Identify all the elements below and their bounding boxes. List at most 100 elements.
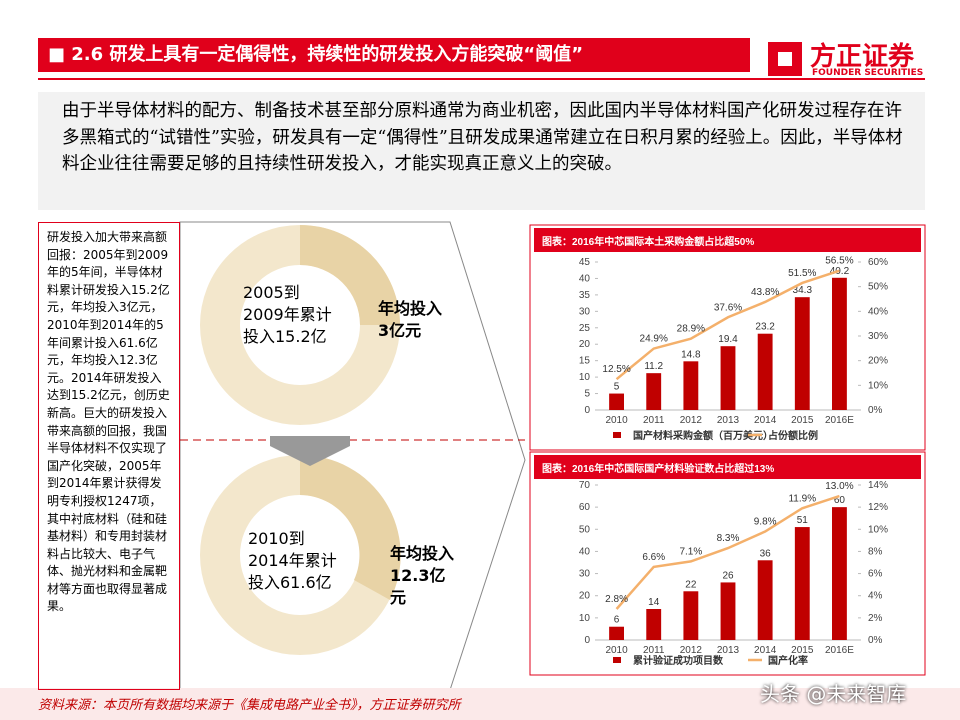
- bar-label: 23.2: [755, 322, 775, 333]
- y-tick-label: 10: [579, 613, 591, 624]
- intro: 由于半导体材料的配方、制备技术甚至部分原料通常为商业机密，因此国内半导体材料国产…: [38, 92, 925, 210]
- x-tick-label: 2015: [791, 645, 814, 656]
- y-tick-label: 40: [579, 273, 591, 284]
- bar: [720, 582, 736, 640]
- bar: [757, 560, 773, 640]
- title: ■ 2.6 研发上具有一定偶得性，持续性的研发投入方能突破“阈值”: [38, 38, 750, 72]
- donut-wedge: [300, 454, 401, 600]
- bar: [794, 297, 810, 410]
- x-tick-label: 2016E: [825, 415, 854, 426]
- y-tick-label: 50: [579, 524, 591, 535]
- y-tick-label: 45: [579, 257, 591, 268]
- y2-tick-label: 12%: [868, 502, 888, 513]
- x-tick-label: 2011: [643, 415, 665, 426]
- line-label: 56.5%: [825, 256, 853, 267]
- y-tick-label: 40: [579, 546, 591, 557]
- bar: [757, 333, 773, 410]
- line-label: 12.5%: [602, 364, 630, 375]
- line-label: 6.6%: [642, 552, 665, 563]
- y2-tick-label: 30%: [868, 331, 888, 342]
- y-tick-label: 60: [579, 502, 591, 513]
- period-text: 2005到2009年累计投入15.2亿: [243, 283, 332, 346]
- bar-label: 6: [614, 615, 620, 626]
- y2-tick-label: 0%: [868, 635, 883, 646]
- logo-mark: [778, 52, 792, 66]
- y-tick-label: 15: [579, 356, 591, 367]
- line: [615, 269, 840, 381]
- bar-label: 19.4: [718, 334, 738, 345]
- bar: [609, 626, 624, 640]
- line-label: 7.1%: [679, 546, 702, 557]
- bar-label: 26: [722, 570, 734, 581]
- annual-text: 年均投入3亿元: [378, 299, 443, 340]
- y2-tick-label: 2%: [868, 613, 883, 624]
- bar: [683, 361, 699, 410]
- y2-tick-label: 8%: [868, 546, 883, 557]
- legend-label: 占份额比例: [768, 429, 818, 442]
- y-tick-label: 30: [579, 569, 591, 580]
- annual-text: 年均投入12.3亿元: [390, 544, 455, 607]
- bar-label: 60: [834, 495, 846, 506]
- x-tick-label: 2012: [680, 415, 703, 426]
- bar-label: 36: [760, 548, 772, 559]
- y-tick-label: 35: [579, 290, 591, 301]
- y2-tick-label: 60%: [868, 257, 888, 268]
- x-tick-label: 2012: [680, 645, 703, 656]
- bar: [646, 609, 662, 640]
- x-tick-label: 2015: [791, 415, 814, 426]
- y-tick-label: 5: [584, 389, 590, 400]
- footer-band: [0, 688, 960, 720]
- y2-tick-label: 10%: [868, 380, 888, 391]
- bar-label: 5: [614, 382, 620, 393]
- bar: [683, 591, 699, 640]
- logo-en: FOUNDER SECURITIES: [812, 68, 924, 78]
- y2-tick-label: 14%: [868, 480, 888, 491]
- bar: [832, 507, 847, 640]
- source: 资料来源：本页所有数据均来源于《集成电路产业全书》，方正证券研究所: [38, 698, 461, 713]
- bar: [646, 373, 662, 410]
- y2-tick-label: 50%: [868, 282, 888, 293]
- bar: [794, 527, 810, 640]
- funnel: [179, 221, 526, 691]
- y-tick-label: 25: [579, 323, 591, 334]
- line-label: 13.0%: [825, 481, 853, 492]
- bar-label: 14: [648, 597, 660, 608]
- y-tick-label: 70: [579, 480, 591, 491]
- sidebar: 研发投入加大带来高额回报：2005年到2009年的5年间，半导体材料累计研发投入…: [38, 222, 180, 690]
- y2-tick-label: 4%: [868, 591, 883, 602]
- line-label: 8.3%: [717, 533, 740, 544]
- y2-tick-label: 20%: [868, 356, 888, 367]
- watermark: 头条 @未来智库: [760, 682, 907, 706]
- legend-swatch: [613, 657, 621, 663]
- donut-wedge: [300, 225, 400, 325]
- bar: [609, 393, 624, 410]
- chart-title: 图表：2016年中芯国际国产材料验证数占比超过13%: [542, 462, 774, 475]
- x-tick-label: 2014: [754, 415, 777, 426]
- x-tick-label: 2011: [643, 645, 665, 656]
- line-label: 28.9%: [677, 324, 705, 335]
- logo: 方正证券: [810, 42, 915, 72]
- chart-title-bar: [534, 455, 921, 479]
- bar: [832, 277, 847, 410]
- bar-label: 22: [685, 579, 697, 590]
- y2-tick-label: 6%: [868, 569, 883, 580]
- y-tick-label: 20: [579, 591, 591, 602]
- x-tick-label: 2016E: [825, 645, 854, 656]
- x-tick-label: 2010: [605, 645, 628, 656]
- period-text: 2010到2014年累计投入61.6亿: [248, 529, 337, 592]
- rule: [38, 78, 925, 80]
- bar-label: 51: [797, 515, 809, 526]
- line-label: 24.9%: [640, 334, 668, 345]
- x-tick-label: 2014: [754, 645, 777, 656]
- bar-label: 11.2: [644, 361, 663, 372]
- x-tick-label: 2013: [717, 645, 740, 656]
- chart-title-bar: [534, 228, 921, 252]
- line-label: 11.9%: [788, 493, 816, 504]
- y2-tick-label: 0%: [868, 405, 883, 416]
- legend-label: 国产化率: [768, 654, 808, 667]
- line-label: 51.5%: [788, 268, 816, 279]
- bar-label: 34.3: [793, 285, 813, 296]
- line: [615, 494, 840, 610]
